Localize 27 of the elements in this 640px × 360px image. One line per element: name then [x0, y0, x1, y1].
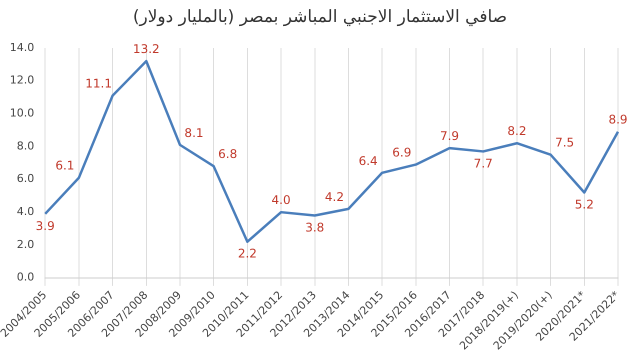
data-label: 4.2: [324, 190, 344, 204]
data-label: 3.8: [305, 220, 324, 234]
data-label: 4.0: [272, 193, 291, 208]
y-tick-label: 14.0: [10, 40, 34, 54]
data-label: 6.4: [358, 154, 378, 168]
data-label: 6.9: [392, 146, 412, 160]
data-label: 5.2: [574, 197, 594, 212]
data-label: 6.1: [55, 158, 74, 173]
y-tick-label: 0.0: [16, 270, 34, 284]
data-label: 7.7: [474, 156, 493, 170]
chart-title: صافي الاستثمار الاجنبي المباشر بمصر (بالمليار دولار): [132, 6, 508, 29]
data-label: 7.9: [440, 129, 460, 144]
data-label: 8.9: [608, 112, 628, 127]
y-tick-label: 2.0: [16, 238, 34, 251]
data-label: 2.2: [238, 246, 257, 261]
y-tick-label: 6.0: [16, 172, 34, 186]
data-label: 6.8: [218, 147, 238, 162]
y-tick-label: 12.0: [10, 74, 34, 87]
data-label: 13.2: [132, 42, 160, 56]
data-label: 3.9: [36, 218, 55, 233]
data-label: 7.5: [555, 136, 574, 150]
y-tick-label: 10.0: [10, 106, 34, 120]
data-label: 8.2: [507, 124, 526, 138]
y-tick-label: 4.0: [16, 205, 34, 218]
data-label: 11.1: [85, 76, 112, 91]
y-tick-label: 8.0: [16, 139, 34, 152]
data-label: 8.1: [184, 126, 204, 140]
